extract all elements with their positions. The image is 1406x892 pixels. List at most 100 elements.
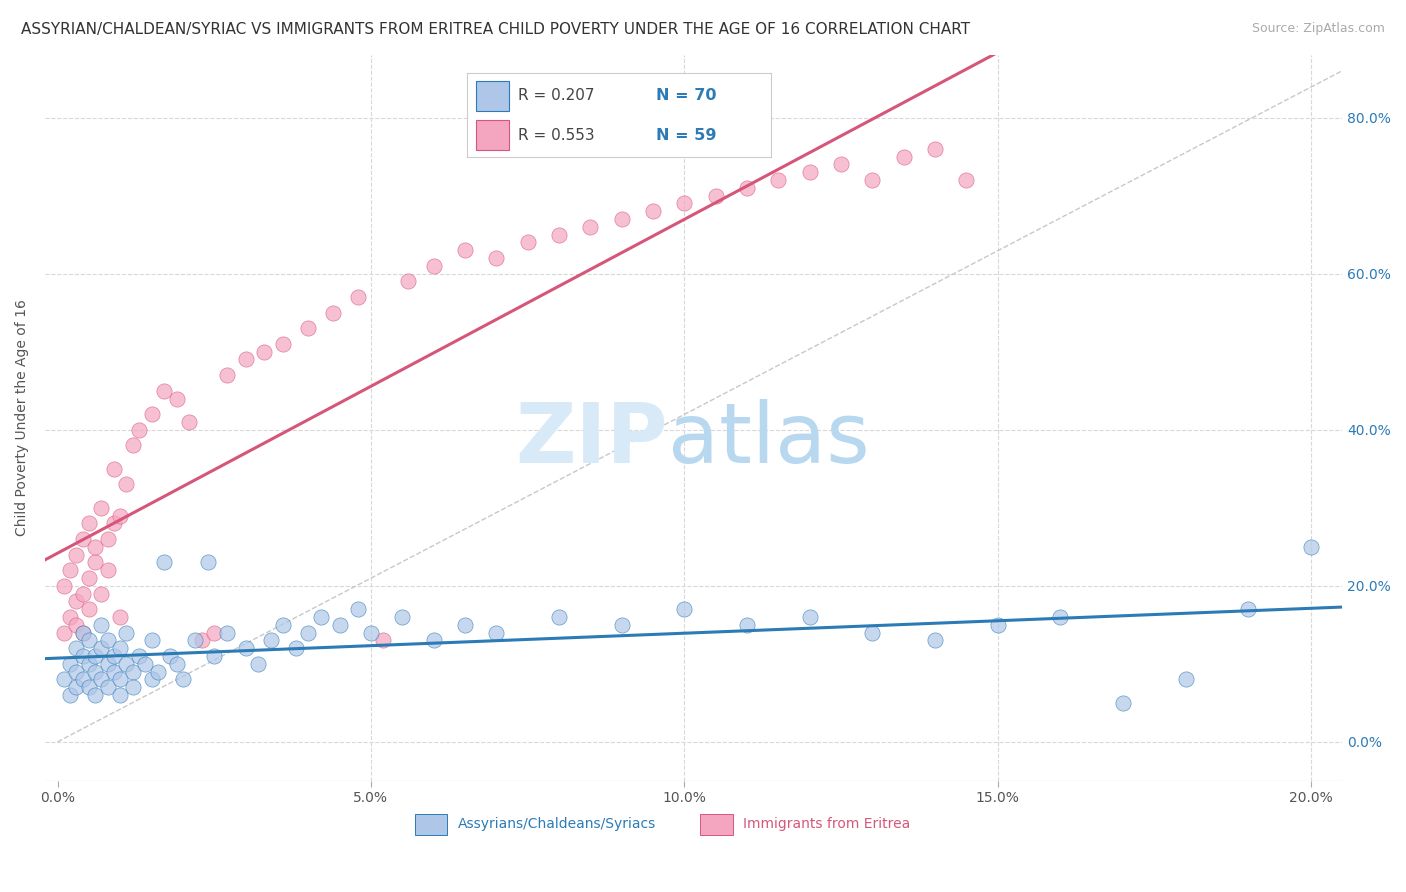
Point bbox=[52, 579, 75, 593]
Point bbox=[84, 648, 107, 663]
Point bbox=[90, 586, 112, 600]
Point bbox=[59, 688, 82, 702]
Point bbox=[860, 173, 883, 187]
Point bbox=[215, 625, 238, 640]
Point bbox=[309, 610, 332, 624]
Point bbox=[547, 610, 569, 624]
Point bbox=[422, 633, 444, 648]
Point bbox=[77, 516, 100, 531]
Point bbox=[84, 665, 107, 679]
Point bbox=[146, 665, 169, 679]
Point bbox=[115, 625, 138, 640]
Point bbox=[90, 617, 112, 632]
Point bbox=[103, 516, 125, 531]
Point bbox=[108, 673, 131, 687]
Point bbox=[197, 555, 219, 569]
Point bbox=[322, 306, 344, 320]
Point bbox=[202, 625, 225, 640]
Point bbox=[830, 157, 852, 171]
Point bbox=[610, 617, 633, 632]
Point bbox=[65, 617, 87, 632]
Point bbox=[115, 657, 138, 671]
Point bbox=[141, 673, 163, 687]
Point bbox=[90, 673, 112, 687]
Point bbox=[52, 625, 75, 640]
Point bbox=[1299, 540, 1322, 554]
Point bbox=[179, 415, 201, 429]
Point bbox=[259, 633, 281, 648]
Point bbox=[253, 344, 276, 359]
Point bbox=[84, 540, 107, 554]
Point bbox=[987, 617, 1010, 632]
Text: atlas: atlas bbox=[668, 400, 869, 480]
Point bbox=[547, 227, 569, 242]
Point bbox=[768, 173, 790, 187]
Point bbox=[166, 657, 188, 671]
Point bbox=[72, 625, 94, 640]
Point bbox=[141, 407, 163, 421]
Point bbox=[65, 641, 87, 656]
Point bbox=[59, 563, 82, 577]
Point bbox=[704, 188, 727, 202]
Point bbox=[1237, 602, 1260, 616]
Point bbox=[673, 196, 696, 211]
Point bbox=[235, 352, 257, 367]
Point bbox=[172, 673, 194, 687]
Point bbox=[893, 150, 915, 164]
Point bbox=[90, 641, 112, 656]
Point bbox=[128, 423, 150, 437]
Point bbox=[153, 555, 176, 569]
Point bbox=[924, 142, 946, 156]
Point bbox=[955, 173, 977, 187]
Point bbox=[297, 625, 319, 640]
Point bbox=[72, 532, 94, 546]
Point bbox=[77, 633, 100, 648]
Point bbox=[347, 602, 370, 616]
Point bbox=[108, 688, 131, 702]
Point bbox=[84, 555, 107, 569]
Point bbox=[799, 165, 821, 179]
Point bbox=[454, 244, 477, 258]
Point bbox=[284, 641, 307, 656]
Point bbox=[735, 181, 758, 195]
Point bbox=[373, 633, 395, 648]
Point bbox=[52, 673, 75, 687]
Point bbox=[59, 657, 82, 671]
Point bbox=[141, 633, 163, 648]
Point bbox=[103, 461, 125, 475]
Point bbox=[1112, 696, 1135, 710]
Point bbox=[121, 680, 143, 694]
Point bbox=[516, 235, 538, 250]
Point bbox=[184, 633, 207, 648]
Point bbox=[77, 571, 100, 585]
Point bbox=[673, 602, 696, 616]
Point bbox=[247, 657, 270, 671]
Point bbox=[65, 680, 87, 694]
Point bbox=[77, 680, 100, 694]
Point bbox=[72, 586, 94, 600]
Point bbox=[454, 617, 477, 632]
Point bbox=[347, 290, 370, 304]
Point bbox=[190, 633, 212, 648]
Point bbox=[90, 500, 112, 515]
Text: ZIP: ZIP bbox=[515, 400, 668, 480]
Point bbox=[391, 610, 413, 624]
Point bbox=[115, 477, 138, 491]
Point bbox=[121, 665, 143, 679]
Point bbox=[799, 610, 821, 624]
Text: Assyrians/Chaldeans/Syriacs: Assyrians/Chaldeans/Syriacs bbox=[457, 817, 655, 830]
Point bbox=[65, 548, 87, 562]
Point bbox=[202, 648, 225, 663]
Point bbox=[108, 641, 131, 656]
Point bbox=[610, 212, 633, 227]
Point bbox=[1049, 610, 1071, 624]
Point bbox=[735, 617, 758, 632]
Point bbox=[77, 602, 100, 616]
Point bbox=[108, 610, 131, 624]
Point bbox=[121, 438, 143, 452]
Point bbox=[641, 204, 664, 219]
Point bbox=[159, 648, 181, 663]
Text: Source: ZipAtlas.com: Source: ZipAtlas.com bbox=[1251, 22, 1385, 36]
Point bbox=[1174, 673, 1197, 687]
Point bbox=[166, 392, 188, 406]
